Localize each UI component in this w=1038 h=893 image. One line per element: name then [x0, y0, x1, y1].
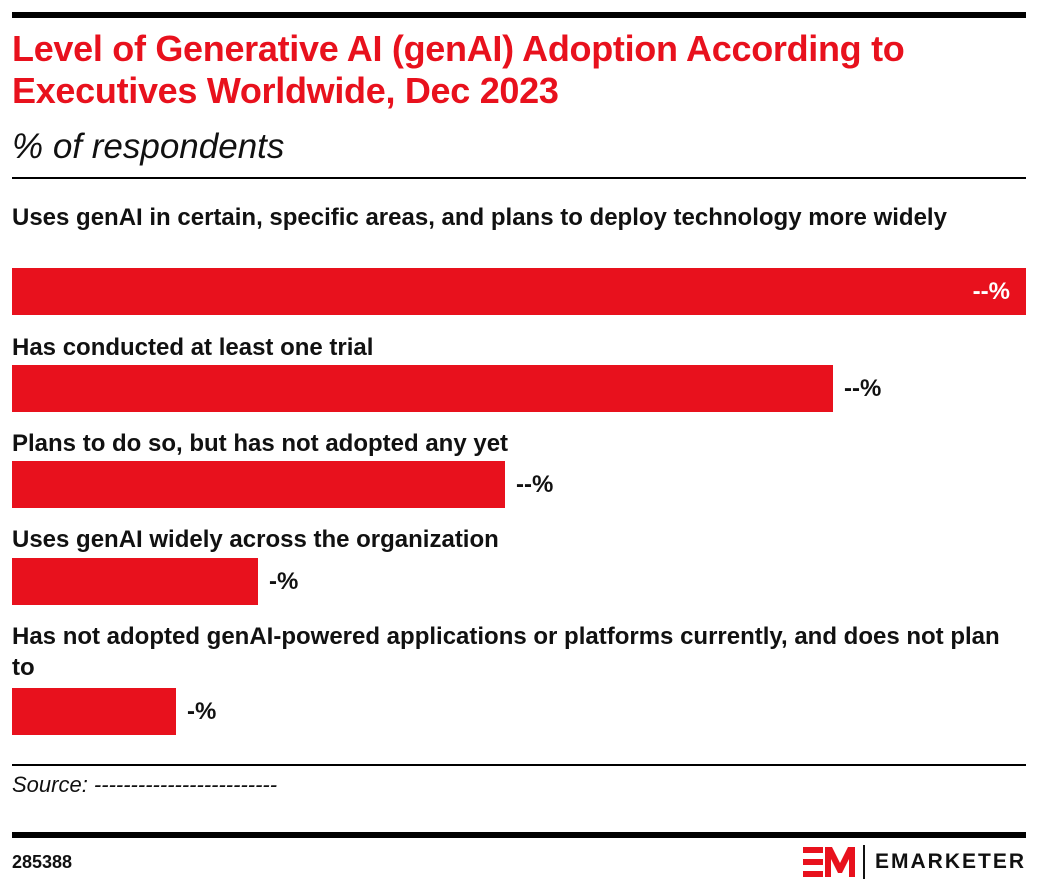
bar-value-1: --% [972, 278, 1010, 305]
chart-subtitle: % of respondents [12, 127, 285, 166]
top-rule [12, 12, 1026, 18]
bar-label-3: Plans to do so, but has not adopted any … [12, 430, 509, 457]
bar-label-5: Has not adopted genAI-powered applicatio… [12, 623, 1000, 681]
footer-divider [12, 764, 1026, 766]
source-note: Source: ------------------------- [12, 772, 278, 797]
em-logo-icon [802, 847, 855, 877]
bar-value-5: -% [187, 698, 217, 725]
bottom-rule [12, 832, 1026, 838]
brand-name: EMARKETER [874, 850, 1026, 873]
bar-label-2: Has conducted at least one trial [12, 334, 374, 361]
bar-value-2: --% [844, 375, 882, 402]
header-divider [12, 177, 1026, 179]
bar-1 [12, 268, 1026, 315]
bar-5 [12, 688, 176, 735]
bar-4 [12, 558, 258, 605]
chart-title: Level of Generative AI (genAI) Adoption … [12, 28, 905, 111]
bar-2 [12, 365, 833, 412]
emarketer-logo: EMARKETER [802, 845, 1026, 879]
bar-value-4: -% [269, 568, 299, 595]
logo-separator [862, 845, 865, 879]
bar-3 [12, 461, 505, 508]
bar-value-3: --% [516, 471, 554, 498]
bar-label-4: Uses genAI widely across the organizatio… [12, 526, 499, 553]
bar-label-1: Uses genAI in certain, specific areas, a… [12, 204, 947, 231]
chart-id: 285388 [12, 852, 73, 872]
